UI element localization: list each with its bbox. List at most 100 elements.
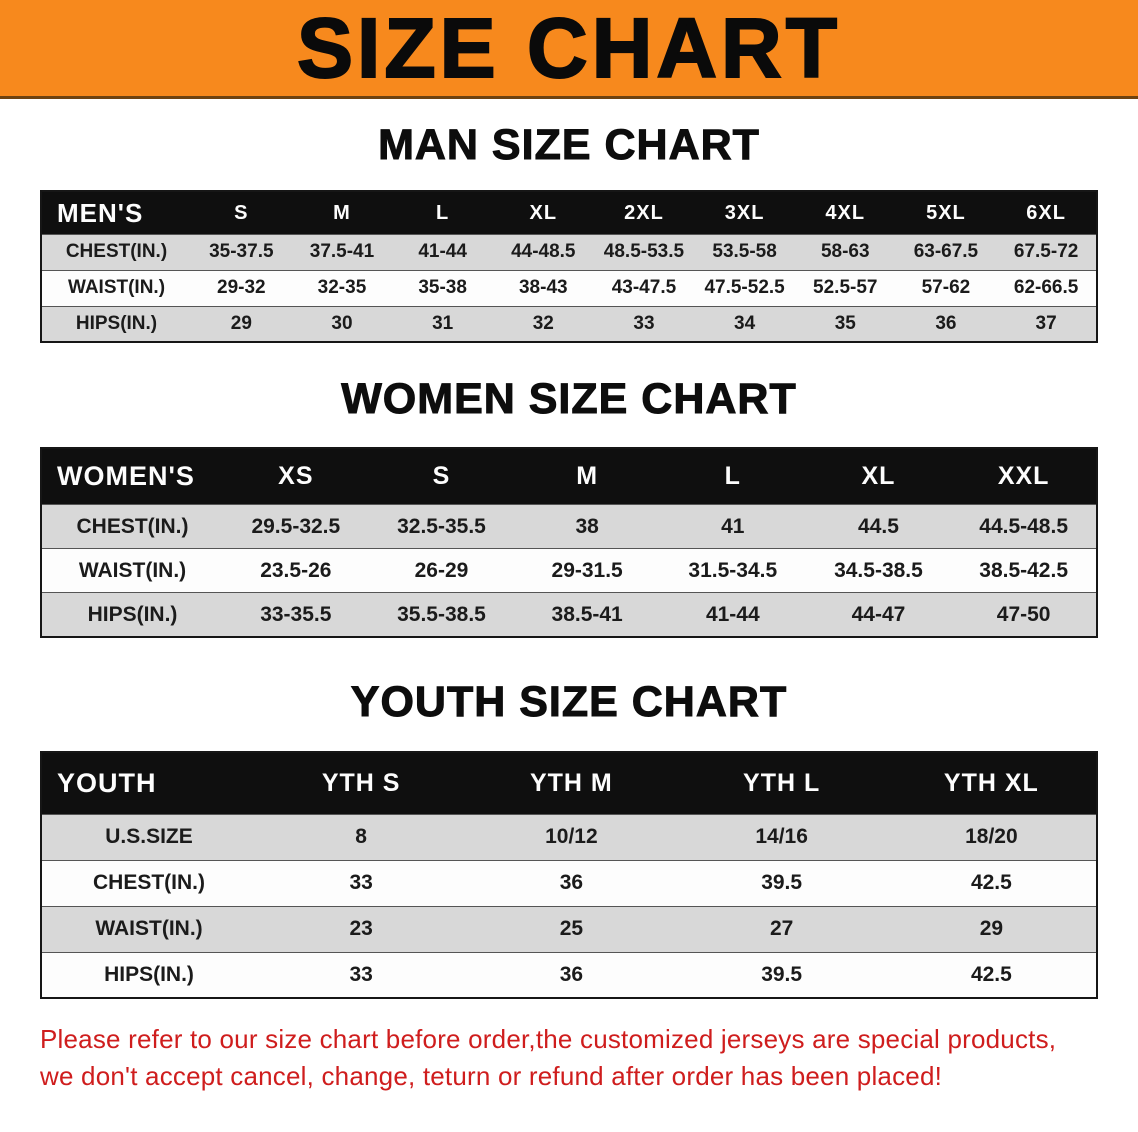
youth-size-table: YOUTH YTH S YTH M YTH L YTH XL U.S.SIZE 8 10/12… [40, 751, 1098, 1000]
size-value-cell: 41 [659, 504, 806, 550]
size-value-cell: 36 [466, 859, 677, 907]
row-label-cell: WAIST(IN.) [41, 269, 191, 307]
size-value-cell: 33-35.5 [223, 592, 369, 638]
size-value-cell: 36 [466, 951, 677, 999]
size-value-cell: 33 [256, 951, 467, 999]
disclaimer-line-1: Please refer to our size chart before or… [40, 1024, 1057, 1055]
measurement-row: CHEST(IN.) 29.5-32.5 32.5-35.5 38 41 44.5 44.5… [41, 504, 1097, 550]
men-size-section: MAN SIZE CHART MEN'S S M L XL 2XL 3XL 4XL 5XL 6XL… [0, 120, 1138, 344]
row-label-cell: WAIST(IN.) [41, 548, 223, 594]
size-value-cell: 47-50 [951, 592, 1097, 638]
women-size-section: WOMEN SIZE CHART WOMEN'S XS S M L XL XXL CHEST(… [0, 375, 1138, 638]
row-label-cell: HIPS(IN.) [41, 305, 191, 343]
size-value-cell: 44.5 [805, 504, 952, 550]
table-header-row: WOMEN'S XS S M L XL XXL [41, 447, 1097, 505]
measurement-row: WAIST(IN.) 29-32 32-35 35-38 38-43 43-47.5 47.… [41, 269, 1097, 307]
size-value-cell: 41-44 [392, 233, 493, 271]
size-value-cell: 30 [291, 305, 393, 343]
size-value-cell: 52.5-57 [794, 269, 896, 307]
size-value-cell: 41-44 [659, 592, 806, 638]
measurement-row: CHEST(IN.) 35-37.5 37.5-41 41-44 44-48.5 48.5… [41, 233, 1097, 271]
size-header-cell: YTH XL [886, 752, 1097, 815]
row-label-cell: CHEST(IN.) [41, 233, 191, 271]
size-value-cell: 43-47.5 [593, 269, 695, 307]
size-header-cell: YTH L [676, 752, 887, 815]
size-value-cell: 10/12 [466, 813, 677, 861]
size-header-cell: L [392, 191, 493, 235]
size-value-cell: 14/16 [676, 813, 887, 861]
row-label-cell: CHEST(IN.) [41, 504, 223, 550]
size-value-cell: 47.5-52.5 [694, 269, 795, 307]
disclaimer-note: Please refer to our size chart before or… [40, 1021, 1138, 1095]
size-value-cell: 23 [256, 905, 467, 953]
size-value-cell: 53.5-58 [694, 233, 795, 271]
measurement-row: HIPS(IN.) 29 30 31 32 33 34 35 36 37 [41, 305, 1097, 343]
measurement-row: HIPS(IN.) 33 36 39.5 42.5 [41, 951, 1097, 999]
size-value-cell: 35-38 [392, 269, 493, 307]
row-label-cell: HIPS(IN.) [41, 951, 256, 999]
size-header-cell: 4XL [794, 191, 896, 235]
size-header-cell: M [291, 191, 393, 235]
size-value-cell: 48.5-53.5 [593, 233, 695, 271]
size-value-cell: 58-63 [794, 233, 896, 271]
size-value-cell: 31 [392, 305, 493, 343]
table-header-row: MEN'S S M L XL 2XL 3XL 4XL 5XL 6XL [41, 191, 1097, 235]
size-value-cell: 39.5 [676, 951, 887, 999]
poster-title: SIZE CHART [296, 1, 841, 95]
size-value-cell: 8 [256, 813, 467, 861]
size-value-cell: 44.5-48.5 [951, 504, 1097, 550]
size-value-cell: 44-47 [805, 592, 952, 638]
row-label-cell: HIPS(IN.) [41, 592, 223, 638]
size-value-cell: 34.5-38.5 [805, 548, 952, 594]
women-size-table: WOMEN'S XS S M L XL XXL CHEST(IN.) 29.5-32.5 32.5… [40, 446, 1098, 638]
size-value-cell: 31.5-34.5 [659, 548, 806, 594]
measurement-row: HIPS(IN.) 33-35.5 35.5-38.5 38.5-41 41-44 44-… [41, 592, 1097, 638]
size-value-cell: 62-66.5 [996, 269, 1097, 307]
size-value-cell: 29 [886, 905, 1097, 953]
women-section-heading: WOMEN SIZE CHART [341, 375, 797, 424]
size-value-cell: 34 [694, 305, 795, 343]
size-value-cell: 29 [191, 305, 292, 343]
size-chart-poster: SIZE CHART MAN SIZE CHART MEN'S S M L XL 2XL 3… [0, 0, 1138, 1095]
size-value-cell: 33 [593, 305, 695, 343]
size-value-cell: 32.5-35.5 [368, 504, 515, 550]
size-value-cell: 38 [514, 504, 660, 550]
size-value-cell: 25 [466, 905, 677, 953]
size-value-cell: 35.5-38.5 [368, 592, 515, 638]
size-value-cell: 37.5-41 [291, 233, 393, 271]
size-header-cell: M [514, 447, 660, 505]
size-value-cell: 32-35 [291, 269, 393, 307]
size-value-cell: 38.5-42.5 [951, 548, 1097, 594]
men-size-table: MEN'S S M L XL 2XL 3XL 4XL 5XL 6XL CHEST(IN.) 35-37… [40, 190, 1098, 344]
youth-section-heading: YOUTH SIZE CHART [350, 677, 788, 726]
size-header-cell: L [659, 447, 806, 505]
size-value-cell: 32 [492, 305, 594, 343]
size-value-cell: 18/20 [886, 813, 1097, 861]
table-title-cell: YOUTH [41, 752, 256, 815]
size-header-cell: 6XL [996, 191, 1097, 235]
size-header-cell: 5XL [895, 191, 997, 235]
size-value-cell: 67.5-72 [996, 233, 1097, 271]
size-header-cell: 2XL [593, 191, 695, 235]
size-value-cell: 63-67.5 [895, 233, 997, 271]
size-value-cell: 29.5-32.5 [223, 504, 369, 550]
size-value-cell: 35-37.5 [191, 233, 292, 271]
size-value-cell: 57-62 [895, 269, 997, 307]
title-banner: SIZE CHART [0, 0, 1138, 99]
size-value-cell: 35 [794, 305, 896, 343]
size-header-cell: XL [805, 447, 952, 505]
size-header-cell: S [368, 447, 515, 505]
size-value-cell: 44-48.5 [492, 233, 594, 271]
measurement-row: CHEST(IN.) 33 36 39.5 42.5 [41, 859, 1097, 907]
row-label-cell: CHEST(IN.) [41, 859, 256, 907]
table-header-row: YOUTH YTH S YTH M YTH L YTH XL [41, 752, 1097, 815]
measurement-row: WAIST(IN.) 23.5-26 26-29 29-31.5 31.5-34.5 34… [41, 548, 1097, 594]
size-header-cell: XS [223, 447, 369, 505]
size-value-cell: 26-29 [368, 548, 515, 594]
size-header-cell: YTH S [256, 752, 467, 815]
measurement-row: WAIST(IN.) 23 25 27 29 [41, 905, 1097, 953]
size-value-cell: 38.5-41 [514, 592, 660, 638]
measurement-row: U.S.SIZE 8 10/12 14/16 18/20 [41, 813, 1097, 861]
size-header-cell: 3XL [694, 191, 795, 235]
youth-size-section: YOUTH SIZE CHART YOUTH YTH S YTH M YTH L YTH… [0, 677, 1138, 1000]
